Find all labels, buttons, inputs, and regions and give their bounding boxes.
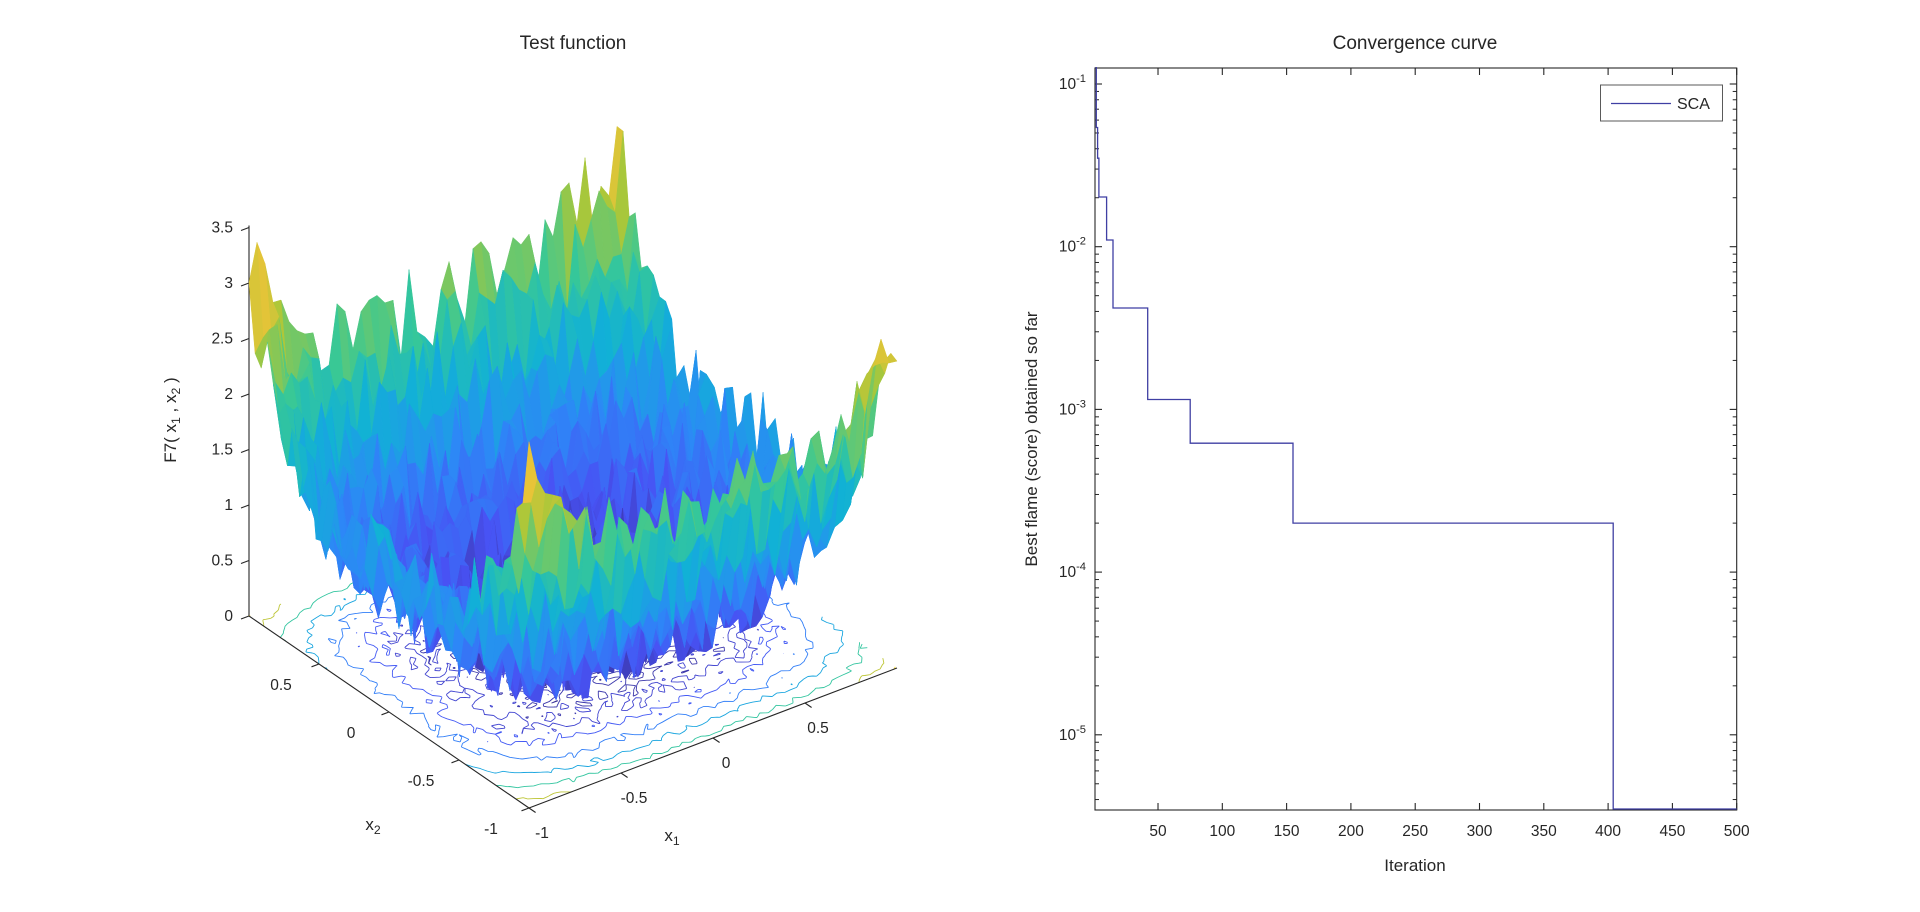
floor-axes: -1 -0.5 0 0.5 -1 -0.5 0 0.5 <box>248 615 898 842</box>
x2-tick-label: 0.5 <box>270 677 292 694</box>
surface-plot-title: Test function <box>520 33 627 54</box>
y-tick-label: 10-4 <box>1059 561 1086 581</box>
x1-tick <box>804 702 812 708</box>
x1-axis-label: x1 <box>664 826 680 848</box>
z-tick-label: 1 <box>224 497 233 514</box>
x2-tick-label: -0.5 <box>408 773 435 790</box>
x2-tick <box>451 759 460 764</box>
iteration-axis-label: Iteration <box>1384 856 1445 875</box>
y-tick-label: 10-1 <box>1059 73 1086 93</box>
z-tick-label: 1.5 <box>211 442 233 459</box>
z-tick <box>240 559 250 565</box>
z-tick-label: 0 <box>224 608 233 625</box>
plot-box <box>1094 67 1738 811</box>
x-tick-label: 350 <box>1531 823 1557 840</box>
convergence-plot: 50 100 150 200 250 300 350 400 450 500 10-1 10-2 10-… <box>1022 33 1750 875</box>
z-axis: 0 0.5 1 1.5 2 2.5 3 3.5 <box>211 220 250 625</box>
z-tick <box>240 504 250 509</box>
x-tick-label: 300 <box>1467 823 1493 840</box>
legend-sca-label: SCA <box>1677 96 1710 113</box>
surface-mesh <box>248 125 898 704</box>
z-tick-label: 0.5 <box>211 553 233 570</box>
test-function-plot: 0 0.5 1 1.5 2 2.5 3 3.5 -1 -0.5 0 0.5 -1 -0.5 0 0.5 Te… <box>161 33 898 848</box>
x-tick-label: 200 <box>1338 823 1364 840</box>
x1-tick-label: -0.5 <box>621 790 648 807</box>
y-tick-label: 10-3 <box>1059 398 1086 418</box>
z-tick <box>240 337 250 343</box>
x1-tick <box>528 807 536 813</box>
x2-tick-label: -1 <box>484 821 498 838</box>
x-tick-label: 500 <box>1724 823 1750 840</box>
z-tick <box>240 448 250 454</box>
x1-tick-label: 0 <box>722 755 731 772</box>
y-tick-label: 10-2 <box>1059 236 1086 256</box>
x1-tick <box>712 737 720 743</box>
surface-facet <box>522 441 538 504</box>
x2-tick <box>521 807 530 812</box>
z-tick <box>240 393 250 398</box>
z-tick <box>240 282 250 287</box>
z-tick <box>240 615 250 620</box>
z-tick-label: 2.5 <box>211 331 233 348</box>
x1-tick-label: 0.5 <box>807 720 829 737</box>
z-tick-label: 2 <box>224 386 233 403</box>
convergence-title: Convergence curve <box>1333 33 1498 54</box>
x-tick-label: 100 <box>1209 823 1235 840</box>
legend: SCA <box>1600 84 1723 122</box>
axes-frame: 50 100 150 200 250 300 350 400 450 500 10-1 10-2 10-… <box>1059 67 1750 840</box>
x2-tick <box>311 663 320 668</box>
z-tick-label: 3 <box>224 275 233 292</box>
z-tick-label: 3.5 <box>211 220 233 237</box>
x-tick-label: 150 <box>1274 823 1300 840</box>
x-tick-label: 450 <box>1659 823 1685 840</box>
x2-tick <box>381 711 390 716</box>
x-tick-label: 250 <box>1402 823 1428 840</box>
x1-tick-label: -1 <box>535 825 549 842</box>
y-tick-label: 10-5 <box>1059 724 1086 744</box>
sca-curve <box>1095 67 1737 810</box>
z-axis-label: F7( x1 , x2 ) <box>161 377 183 462</box>
z-tick <box>240 226 250 232</box>
x2-axis-label: x2 <box>365 815 381 837</box>
x-tick-label: 50 <box>1149 823 1167 840</box>
score-axis-label: Best flame (score) obtained so far <box>1022 311 1041 566</box>
x1-tick <box>620 772 628 778</box>
x2-tick-label: 0 <box>347 725 356 742</box>
x-tick-label: 400 <box>1595 823 1621 840</box>
